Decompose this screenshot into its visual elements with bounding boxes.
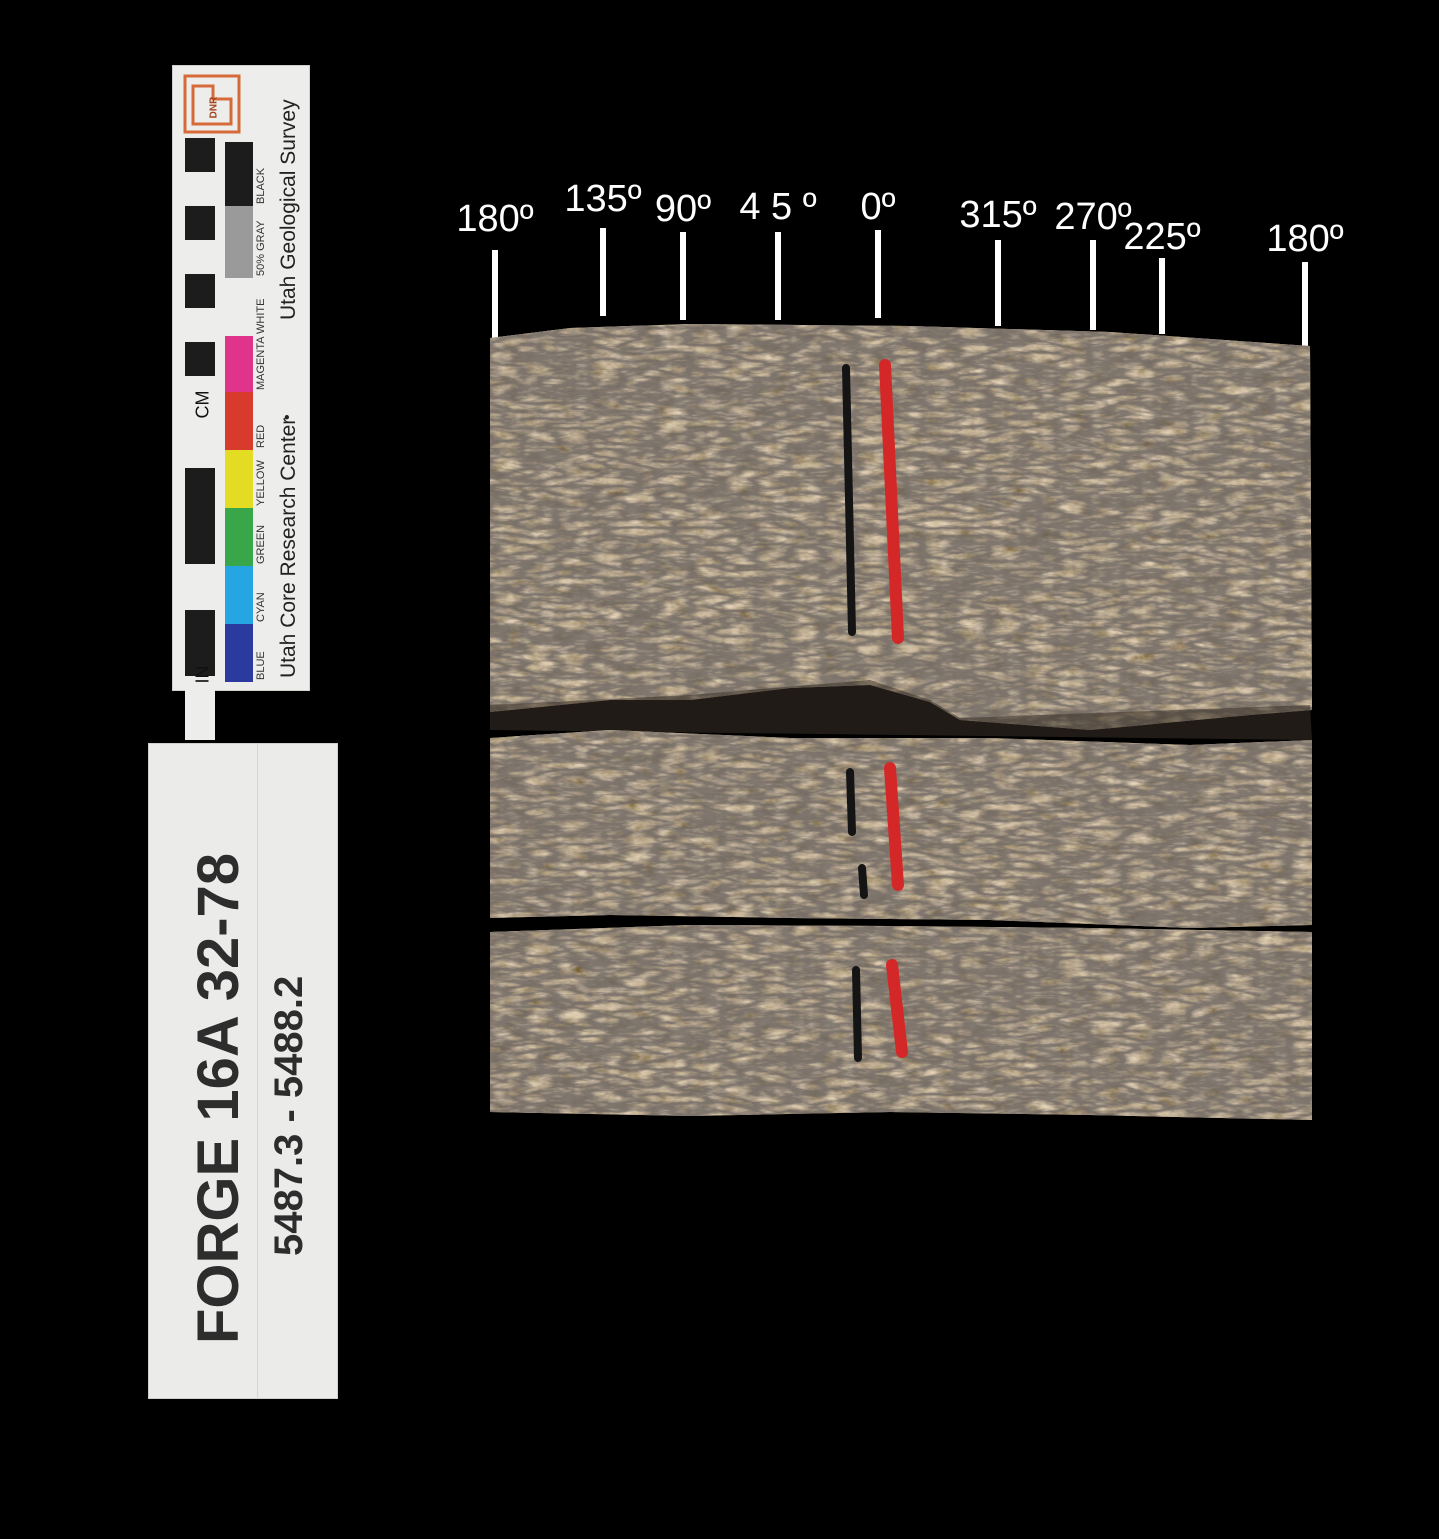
orientation-tick-mark [1159, 258, 1165, 334]
orientation-tick-mark [1090, 240, 1096, 330]
orientation-marker-black [842, 364, 868, 1062]
swatch-red [225, 392, 253, 450]
swatch-label: GREEN [255, 524, 267, 564]
orientation-tick-label: 90º [654, 188, 712, 230]
swatch-label: BLUE [255, 651, 267, 680]
orientation-tick-mark [875, 230, 881, 318]
orientation-tick-mark [995, 240, 1001, 326]
orientation-tick-label: 4 5 º [739, 186, 817, 228]
color-scale-card: DNR CM IN BLUE CYAN GREEN YELLOW RED MAGENTA W… [172, 65, 310, 740]
swatch-label: MAGENTA [255, 336, 267, 390]
swatch-label: YELLOW [255, 460, 267, 506]
dnr-logo-icon [183, 74, 241, 134]
orientation-marker-red [879, 359, 908, 1058]
org-top-text: Utah Geological Survey [277, 99, 300, 320]
orientation-tick-mark [1302, 262, 1308, 352]
core-sample-photo [490, 324, 1312, 1120]
swatch-label: CYAN [255, 592, 267, 622]
depth-range: 5487.3 - 5488.2 [267, 975, 311, 1256]
orientation-tick-label: 270º [1054, 196, 1132, 238]
swatch-yellow [225, 450, 253, 508]
swatch-label: 50% GRAY [255, 220, 267, 276]
swatch-cyan [225, 566, 253, 624]
core-segment-1 [490, 324, 1312, 740]
swatch-label: WHITE [255, 298, 267, 334]
cm-ruler-checker [185, 138, 215, 748]
swatch-black [225, 142, 253, 206]
swatch-green [225, 508, 253, 566]
swatch-label: BLACK [255, 167, 267, 204]
swatch-50-gray [225, 206, 253, 278]
orientation-tick-label: 315º [959, 194, 1037, 236]
specimen-title: FORGE 16A 32-78 [186, 852, 251, 1344]
in-unit-label: IN [192, 665, 213, 684]
orientation-tick-label: 0º [860, 186, 896, 228]
orientation-tick-label: 135º [564, 178, 642, 220]
swatch-white [225, 278, 253, 336]
cm-unit-label: CM [192, 390, 213, 419]
swatch-label: RED [255, 424, 267, 448]
orientation-tick-label: 225º [1123, 216, 1201, 258]
org-separator: • [279, 414, 296, 420]
orientation-tick-label: 180º [1266, 218, 1344, 260]
orientation-tick-mark [680, 232, 686, 320]
org-bottom-text: Utah Core Research Center [277, 417, 300, 678]
orientation-tick-mark [492, 250, 498, 338]
core-segment-2 [490, 730, 1312, 928]
logo-text: DNR [208, 96, 220, 119]
swatch-blue [225, 624, 253, 682]
swatch-magenta [225, 336, 253, 392]
orientation-tick-mark [775, 232, 781, 320]
specimen-label-card: FORGE 16A 32-78 5487.3 - 5488.2 [148, 743, 338, 1399]
orientation-tick-mark [600, 228, 606, 316]
orientation-tick-label: 180º [456, 198, 534, 240]
